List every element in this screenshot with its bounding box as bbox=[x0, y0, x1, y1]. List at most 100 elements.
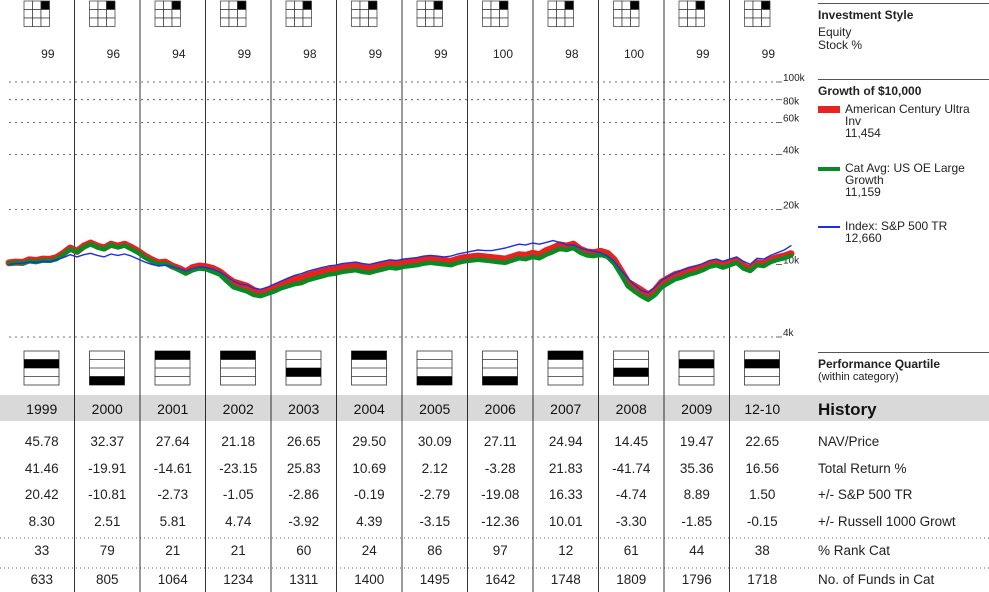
history-cell: -3.92 bbox=[288, 514, 319, 529]
style-box-cell bbox=[547, 9, 557, 19]
year-label: 2006 bbox=[485, 401, 516, 417]
style-box-cell bbox=[23, 9, 33, 19]
history-cell: 26.65 bbox=[287, 434, 321, 449]
quartile-rule bbox=[818, 352, 989, 353]
style-box-cell bbox=[499, 0, 509, 10]
y-tick-label: 100k bbox=[783, 73, 806, 84]
style-box-cell bbox=[695, 17, 705, 27]
history-cell: 633 bbox=[30, 572, 53, 587]
legend-value-fund: 11,454 bbox=[845, 126, 881, 140]
quartile-title: Performance Quartile bbox=[818, 357, 941, 371]
growth-title: Growth of $10,000 bbox=[818, 84, 922, 98]
history-cell: 2.51 bbox=[94, 514, 120, 529]
style-box-cell bbox=[761, 0, 771, 10]
style-box-cell bbox=[285, 17, 295, 27]
history-cell: -19.91 bbox=[88, 461, 126, 476]
style-boxes: 99 96 94 99 98 99 99 100 98 100 99 99 bbox=[23, 0, 776, 61]
history-cell: 27.64 bbox=[156, 434, 190, 449]
style-box-cell bbox=[433, 0, 443, 10]
history-cell: -2.79 bbox=[419, 487, 450, 502]
history-cell: 16.33 bbox=[549, 487, 583, 502]
style-box-cell bbox=[490, 17, 500, 27]
history-cell: 21.18 bbox=[221, 434, 255, 449]
legend-item-fund: American Century Ultra Inv 11,454 bbox=[818, 103, 988, 151]
quartile-fill bbox=[744, 359, 780, 368]
history-cell: 1400 bbox=[354, 572, 384, 587]
history-cell: 27.11 bbox=[484, 434, 517, 449]
history-cell: -19.08 bbox=[481, 487, 519, 502]
style-box-cell bbox=[163, 17, 173, 27]
history-cell: 38 bbox=[755, 543, 770, 558]
year-label: 1999 bbox=[26, 401, 57, 417]
style-box-cell bbox=[302, 9, 312, 19]
history-row-label: +/- S&P 500 TR bbox=[818, 487, 913, 502]
y-tick-label: 10k bbox=[783, 255, 800, 266]
year-label: 2002 bbox=[223, 401, 254, 417]
style-box-cell bbox=[761, 17, 771, 27]
style-box-cell bbox=[89, 17, 99, 27]
history-cell: 25.83 bbox=[287, 461, 321, 476]
history-cell: -14.61 bbox=[154, 461, 192, 476]
style-box-cell bbox=[368, 17, 378, 27]
history-cell: 20.42 bbox=[25, 487, 59, 502]
style-box-cell bbox=[547, 0, 557, 10]
history-cell: 32.37 bbox=[90, 434, 124, 449]
stock-pct-label: 100 bbox=[493, 47, 513, 61]
history-cell: 2.12 bbox=[422, 461, 448, 476]
stock-pct-label: 99 bbox=[238, 47, 252, 61]
style-box-cell bbox=[23, 17, 33, 27]
style-box-cell bbox=[359, 17, 369, 27]
quartile-fill bbox=[417, 376, 452, 385]
legend-value-index: 12,660 bbox=[845, 231, 882, 245]
quartile-fill bbox=[351, 351, 387, 360]
style-box-cell bbox=[32, 17, 42, 27]
history-cell: 1234 bbox=[223, 572, 254, 587]
history-row-label: +/- Russell 1000 Growt bbox=[818, 514, 956, 529]
style-box-cell bbox=[163, 9, 173, 19]
history-cell: 1495 bbox=[420, 572, 450, 587]
style-box-cell bbox=[678, 9, 688, 19]
legend-label-fund: American Century Ultra Inv 11,454 bbox=[845, 103, 985, 139]
style-title: Investment Style bbox=[818, 8, 914, 22]
history-cell: 1311 bbox=[289, 572, 318, 587]
legend-swatch-category bbox=[818, 167, 840, 171]
history-cell: 24 bbox=[362, 543, 378, 558]
style-box-cell bbox=[351, 9, 361, 19]
history-cell: 4.39 bbox=[356, 514, 382, 529]
style-box-cell bbox=[40, 9, 50, 19]
quartile-boxes bbox=[23, 350, 780, 386]
style-box-cell bbox=[228, 9, 238, 19]
style-box-cell bbox=[630, 9, 640, 19]
stock-pct-label: 99 bbox=[762, 47, 776, 61]
legend-value-category: 11,159 bbox=[845, 185, 881, 199]
style-box-cell bbox=[556, 17, 566, 27]
stock-pct-label: 99 bbox=[369, 47, 383, 61]
style-box-cell bbox=[302, 0, 312, 10]
style-box-cell bbox=[228, 17, 238, 27]
y-tick-label: 40k bbox=[783, 146, 800, 157]
year-label: 2007 bbox=[550, 401, 581, 417]
history-cell: 61 bbox=[624, 543, 639, 558]
history-cell: -41.74 bbox=[612, 461, 651, 476]
history-cell: 8.30 bbox=[29, 514, 55, 529]
history-cell: 21 bbox=[231, 543, 246, 558]
history-cell: 16.56 bbox=[745, 461, 779, 476]
style-box-cell bbox=[171, 9, 181, 19]
style-box-cell bbox=[416, 9, 426, 19]
style-box-cell bbox=[351, 17, 361, 27]
style-box-cell bbox=[359, 9, 369, 19]
growth-legend-title: Growth of $10,000 bbox=[818, 85, 988, 98]
legend-item-index: Index: S&P 500 TR 12,660 bbox=[818, 220, 988, 254]
stock-pct-label: 99 bbox=[696, 47, 710, 61]
style-box-cell bbox=[106, 9, 116, 19]
history-cell: 19.47 bbox=[680, 434, 714, 449]
style-box-cell bbox=[433, 17, 443, 27]
history-cell: 29.50 bbox=[352, 434, 386, 449]
style-box-cell bbox=[368, 0, 378, 10]
style-box-cell bbox=[154, 17, 164, 27]
style-box-cell bbox=[220, 0, 230, 10]
style-box-cell bbox=[752, 9, 762, 19]
history-cell: 4.74 bbox=[225, 514, 252, 529]
history-cell: 41.46 bbox=[25, 461, 59, 476]
